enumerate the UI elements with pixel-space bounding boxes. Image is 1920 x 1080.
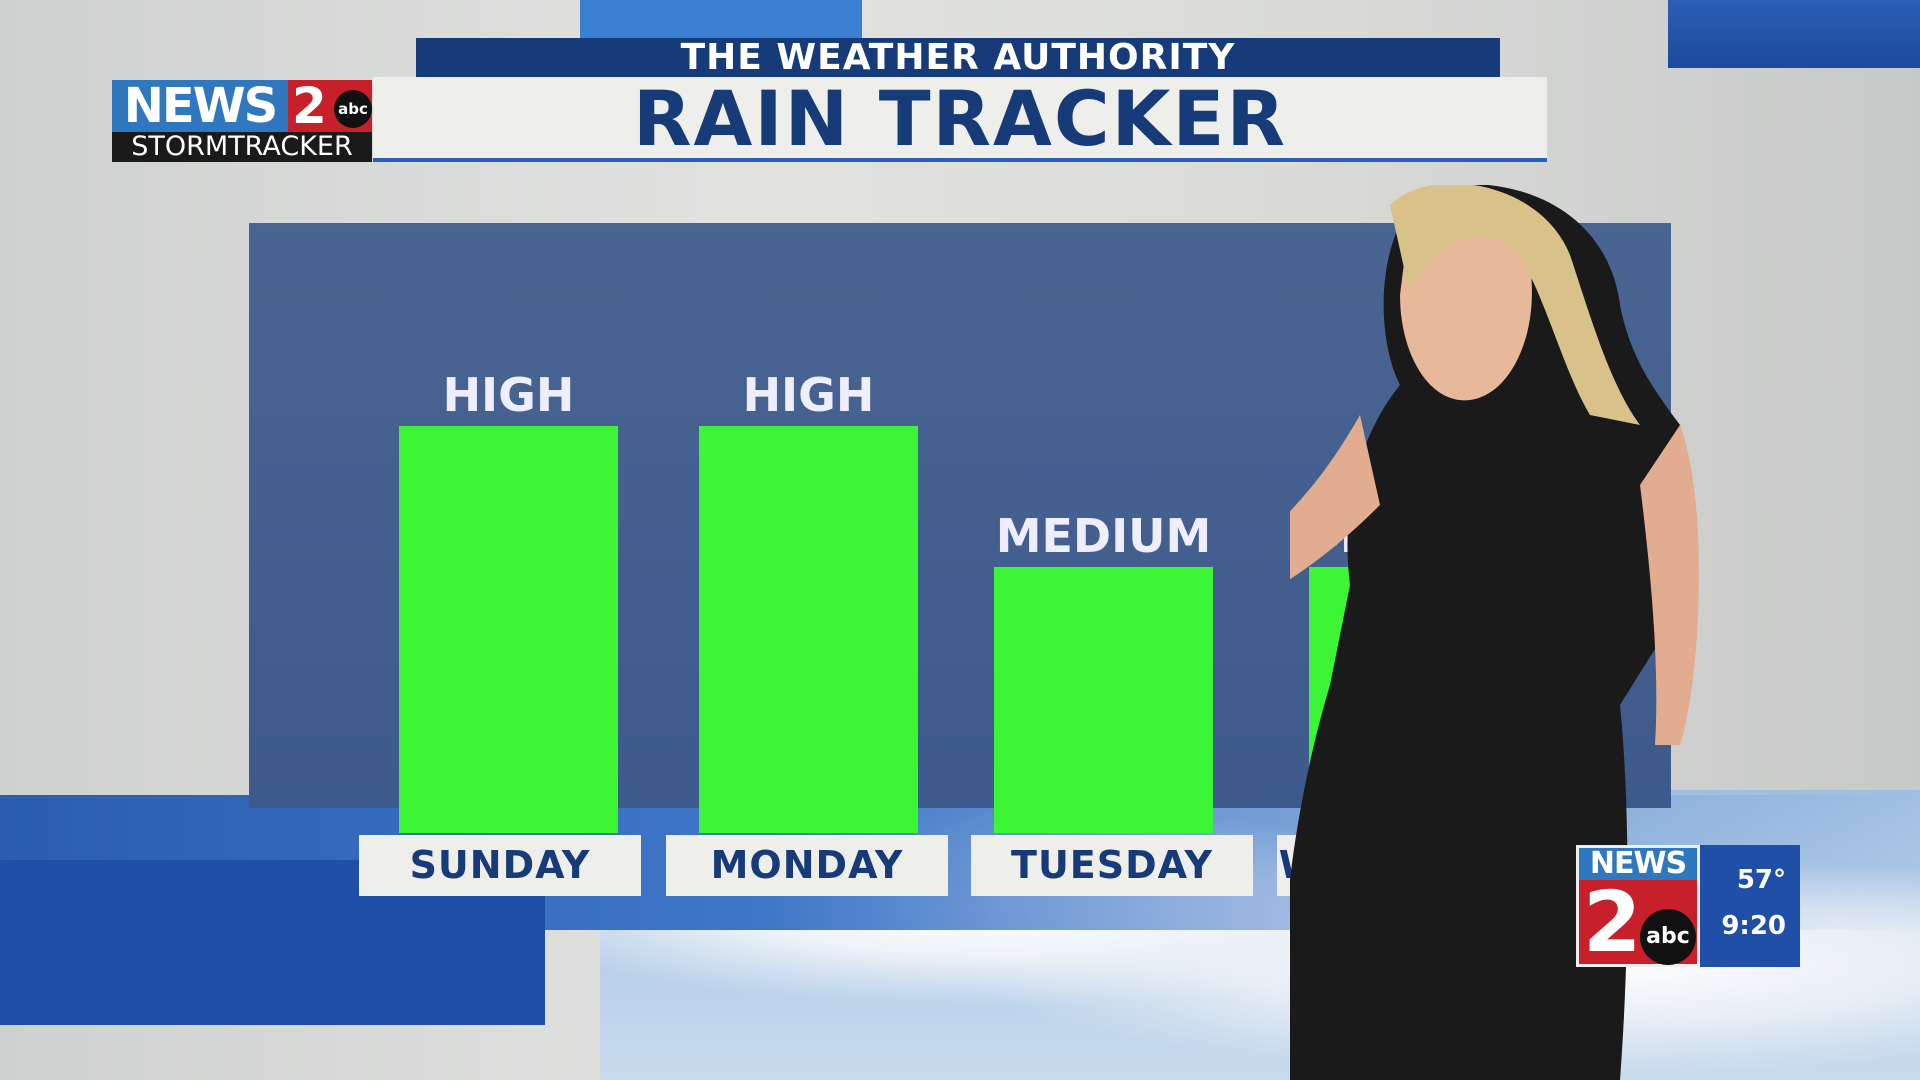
bar-level-label: HIGH (442, 368, 575, 422)
abc-logo: abc (334, 90, 372, 128)
clock-time: 9:20 (1721, 911, 1786, 941)
bug-news: NEWS (1579, 848, 1697, 880)
bar-tuesday (994, 567, 1213, 833)
temperature: 57° (1736, 865, 1786, 895)
blue-block-top-right (1668, 0, 1920, 68)
station-bug: NEWS 2 abc 57° 9:20 (1576, 845, 1800, 967)
day-label: SUNDAY (359, 835, 641, 896)
bar-level-label: HIGH (742, 368, 875, 422)
bar-monday (699, 426, 918, 833)
day-label: MONDAY (666, 835, 948, 896)
bar-level-label: MEDIUM (995, 509, 1212, 563)
supertitle: THE WEATHER AUTHORITY (416, 38, 1500, 78)
logo-news: NEWS (112, 80, 288, 132)
page-title: RAIN TRACKER (373, 77, 1547, 162)
bug-abc-logo: abc (1640, 909, 1696, 965)
station-logo: NEWS 2 abc STORMTRACKER (112, 80, 372, 162)
logo-stormtracker: STORMTRACKER (112, 132, 372, 162)
day-label: TUESDAY (971, 835, 1253, 896)
blue-block-top (580, 0, 862, 38)
bar-sunday (399, 426, 618, 833)
